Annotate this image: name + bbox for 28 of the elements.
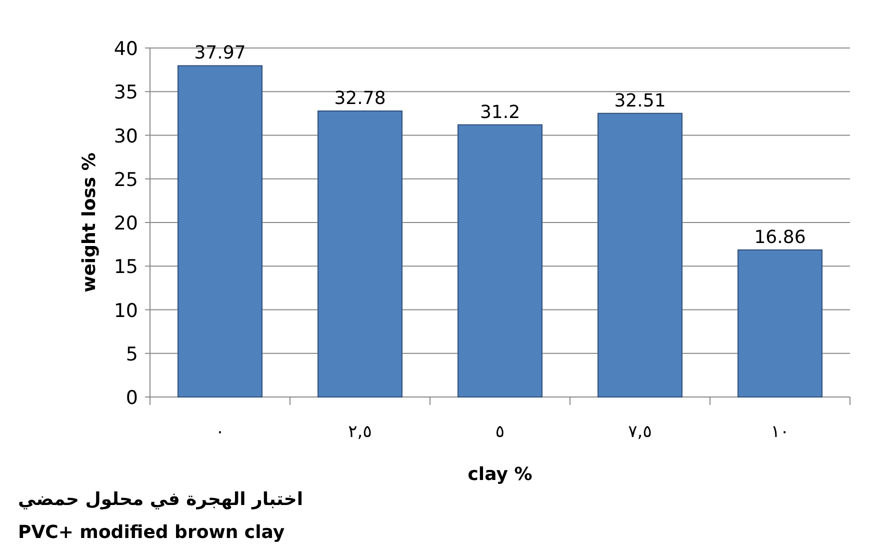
y-tick-label: 5 — [126, 343, 138, 366]
bar — [598, 112, 682, 398]
y-tick-label: 35 — [114, 82, 138, 104]
y-tick-label: 0 — [126, 387, 138, 409]
data-label: 16.86 — [754, 226, 806, 248]
y-tick-label: 20 — [114, 212, 138, 234]
x-tick-label: ١٠ — [770, 422, 790, 442]
x-axis-title: clay % — [468, 464, 532, 485]
y-tick-label: 15 — [114, 256, 138, 278]
y-tick-label: 10 — [114, 300, 138, 322]
bar — [178, 65, 262, 398]
y-tick-label: 30 — [114, 125, 138, 148]
y-tick-label: 25 — [114, 168, 138, 191]
x-tick-label: ٠ — [215, 422, 225, 442]
bar — [458, 124, 542, 398]
data-label: 32.51 — [614, 90, 666, 112]
data-label: 31.2 — [480, 102, 520, 123]
x-tick-label: ٥ — [495, 422, 505, 442]
bar — [738, 249, 822, 398]
x-tick-label: ٧,٥ — [628, 422, 652, 442]
y-tick-label: 40 — [114, 38, 138, 60]
y-axis-title: weight loss % — [79, 152, 100, 292]
text: PVC+ modified brown clay — [18, 522, 285, 543]
data-label: 37.97 — [194, 42, 246, 64]
data-label: 32.78 — [334, 88, 386, 109]
text: اختبار الهجرة في محلول حمضي — [18, 489, 303, 510]
x-tick-label: ٢,٥ — [348, 422, 372, 442]
bar — [318, 110, 402, 398]
